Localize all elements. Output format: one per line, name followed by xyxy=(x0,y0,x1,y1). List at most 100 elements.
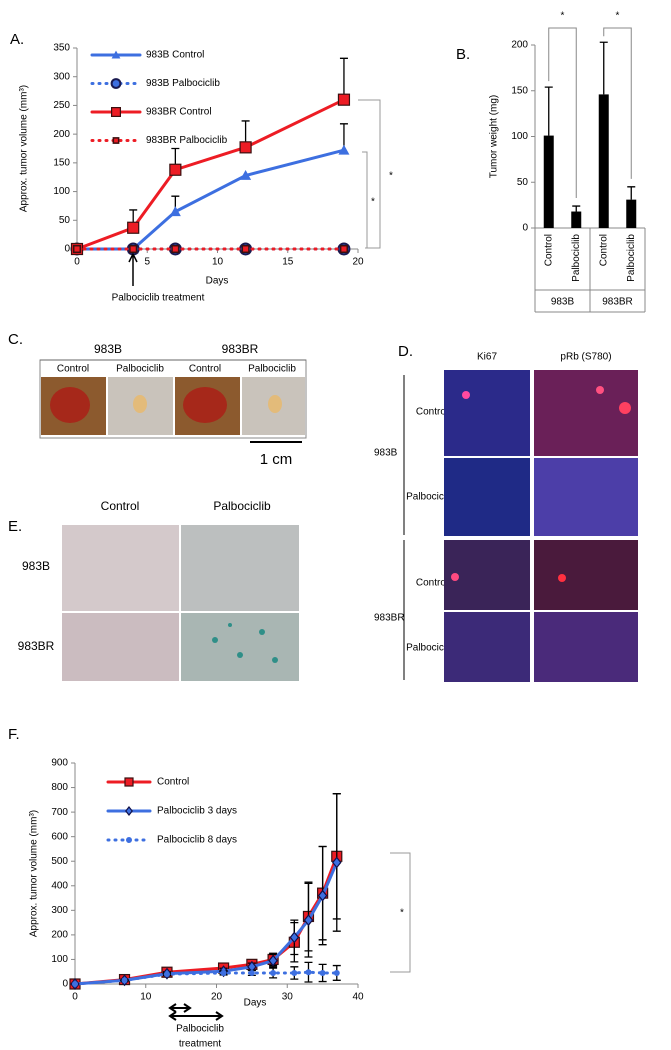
panel-label: E. xyxy=(8,518,22,535)
y-tick-label: 350 xyxy=(53,43,70,54)
stain xyxy=(272,657,278,663)
legend-label: Palbociclib 8 days xyxy=(157,835,237,846)
y-tick-label: 300 xyxy=(53,71,70,82)
y-tick-label: 300 xyxy=(51,905,68,916)
micrograph xyxy=(181,525,299,611)
x-tick-label: 40 xyxy=(352,992,364,1003)
significance-bracket xyxy=(358,99,381,249)
panel-d: D. Ki67 pRb (S780) 983B 983BR Control Pa… xyxy=(374,343,638,682)
x-tick-label: 10 xyxy=(140,992,152,1003)
column-label: Palbociclib xyxy=(116,364,164,375)
y-tick-label: 50 xyxy=(59,215,71,226)
x-tick-label: 20 xyxy=(211,992,223,1003)
row-label: Palbociclib xyxy=(406,492,454,503)
tumor xyxy=(183,387,227,423)
marker xyxy=(171,244,180,254)
marker xyxy=(110,78,122,89)
y-tick-label: 200 xyxy=(511,40,528,51)
stain xyxy=(259,629,265,635)
row-label: Palbociclib xyxy=(406,643,454,654)
column-label: Palbociclib xyxy=(213,499,271,513)
marker xyxy=(332,856,342,869)
y-tick-label: 50 xyxy=(517,177,529,188)
x-tick-label: Control xyxy=(598,234,609,266)
y-tick-label: 800 xyxy=(51,782,68,793)
significance: * xyxy=(371,197,375,208)
y-tick-label: 100 xyxy=(53,186,70,197)
micrograph xyxy=(534,612,638,682)
micrograph xyxy=(534,540,638,610)
y-tick-label: 0 xyxy=(522,223,528,234)
group-label: 983BR xyxy=(222,342,259,356)
y-tick-label: 900 xyxy=(51,758,68,769)
marker xyxy=(241,244,250,254)
marker xyxy=(112,137,120,144)
stain xyxy=(237,652,243,658)
x-tick-label: 0 xyxy=(72,992,78,1003)
column-label: Control xyxy=(101,499,140,513)
marker xyxy=(110,106,121,117)
y-tick-label: 200 xyxy=(53,129,70,140)
marker xyxy=(220,969,227,976)
micrograph xyxy=(444,370,530,456)
significance: * xyxy=(561,11,565,22)
micrograph xyxy=(444,612,530,682)
marker xyxy=(72,981,78,987)
y-tick-label: 100 xyxy=(51,954,68,965)
legend-label: 983BR Control xyxy=(146,107,212,118)
marker xyxy=(72,244,82,254)
legend-label: 983B Control xyxy=(146,50,204,61)
panel-c: C. 983B 983BR Control Palbociclib Contro… xyxy=(8,331,307,468)
marker xyxy=(333,969,340,976)
marker xyxy=(124,777,134,787)
panel-label: C. xyxy=(8,331,23,348)
marker xyxy=(126,837,132,843)
group-label: 983B xyxy=(551,297,575,308)
x-tick-label: Palbociclib xyxy=(571,234,582,282)
group-label: 983B xyxy=(374,448,398,459)
marker xyxy=(129,244,138,254)
y-tick-label: 150 xyxy=(53,157,70,168)
stain xyxy=(212,637,218,643)
panel-label: F. xyxy=(8,726,20,743)
significance: * xyxy=(400,908,404,919)
row-label: Control xyxy=(416,407,448,418)
marker xyxy=(337,93,351,106)
y-tick-label: 150 xyxy=(511,85,528,96)
panel-label: D. xyxy=(398,343,413,360)
panel-label: B. xyxy=(456,46,470,63)
legend-label: Palbociclib 3 days xyxy=(157,806,237,817)
panel-label: A. xyxy=(10,31,24,48)
error-bar xyxy=(627,186,636,200)
column-label: Palbociclib xyxy=(248,364,296,375)
marker xyxy=(270,969,277,976)
column-label: Ki67 xyxy=(477,352,497,363)
significance-bracket xyxy=(603,27,632,179)
marker xyxy=(248,969,255,976)
group-label: 983BR xyxy=(602,297,633,308)
legend-label: Control xyxy=(157,777,189,788)
y-tick-label: 400 xyxy=(51,880,68,891)
marker xyxy=(121,977,128,984)
x-tick-label: 10 xyxy=(212,257,224,268)
significance: * xyxy=(616,11,620,22)
column-label: Control xyxy=(189,364,221,375)
x-tick-label: 15 xyxy=(282,257,294,268)
x-tick-label: 5 xyxy=(144,257,150,268)
marker xyxy=(239,141,252,154)
row-label: 983BR xyxy=(18,639,55,653)
marker xyxy=(125,806,133,816)
bar xyxy=(571,211,582,228)
row-label: 983B xyxy=(22,559,50,573)
micrograph xyxy=(444,458,530,536)
x-axis-label: Days xyxy=(244,998,267,1009)
marker xyxy=(127,221,140,234)
column-label: pRb (S780) xyxy=(560,352,611,363)
y-axis-label: Approx. tumor volume (mm³) xyxy=(29,810,40,937)
bar xyxy=(626,199,637,228)
significance: * xyxy=(389,171,393,182)
y-tick-label: 0 xyxy=(62,979,68,990)
marker xyxy=(338,144,350,155)
marker xyxy=(169,206,181,217)
